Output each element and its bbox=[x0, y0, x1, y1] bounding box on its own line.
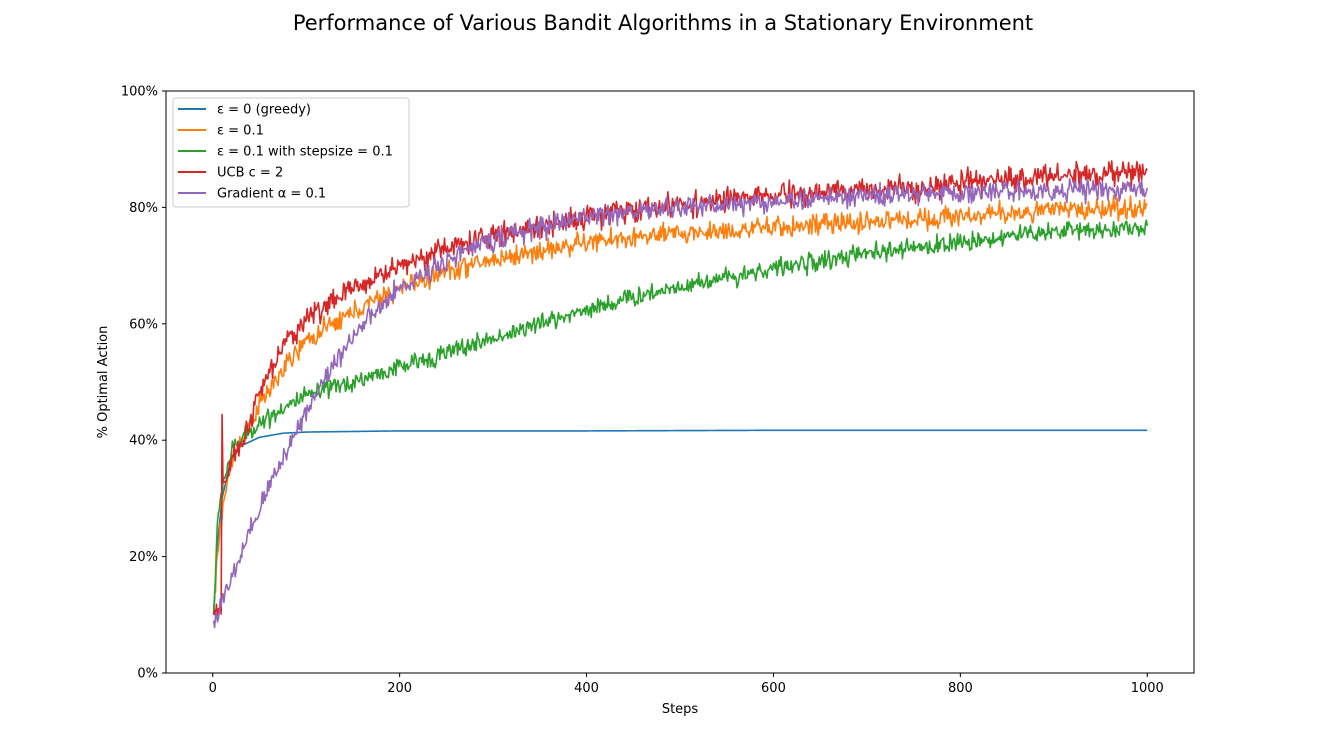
y-tick-label: 0% bbox=[137, 667, 158, 682]
series-line-1 bbox=[212, 429, 1148, 615]
y-tick-label: 100% bbox=[121, 85, 158, 100]
y-tick-label: 60% bbox=[129, 317, 158, 332]
chart-title: Performance of Various Bandit Algorithms… bbox=[293, 11, 1033, 35]
legend-label: ε = 0 (greedy) bbox=[217, 103, 311, 118]
y-tick-label: 80% bbox=[129, 201, 158, 216]
y-axis: 0% 20% 40% 60% 80% 100% bbox=[121, 85, 166, 682]
legend: ε = 0 (greedy) ε = 0.1 ε = 0.1 with stepsi… bbox=[172, 97, 410, 208]
x-tick-label: 400 bbox=[574, 681, 599, 696]
series-line-2 bbox=[212, 194, 1148, 614]
y-tick-label: 20% bbox=[129, 550, 158, 565]
x-axis: 0 200 400 600 800 1000 bbox=[209, 673, 1164, 696]
x-axis-label: Steps bbox=[662, 702, 699, 717]
legend-label: Gradient α = 0.1 bbox=[217, 187, 326, 202]
x-tick-label: 1000 bbox=[1131, 681, 1164, 696]
series-line-5 bbox=[212, 178, 1149, 629]
x-tick-label: 200 bbox=[387, 681, 412, 696]
legend-label: UCB c = 2 bbox=[217, 166, 283, 181]
series-line-4 bbox=[212, 160, 1148, 618]
legend-label: ε = 0.1 with stepsize = 0.1 bbox=[217, 145, 393, 160]
series-layer bbox=[212, 160, 1149, 629]
x-tick-label: 0 bbox=[209, 681, 217, 696]
y-axis-label: % Optimal Action bbox=[96, 326, 111, 439]
y-tick-label: 40% bbox=[129, 434, 158, 449]
x-tick-label: 600 bbox=[761, 681, 786, 696]
x-tick-label: 800 bbox=[948, 681, 973, 696]
legend-label: ε = 0.1 bbox=[217, 124, 264, 139]
series-line-3 bbox=[212, 219, 1149, 615]
legend-box bbox=[172, 97, 410, 208]
